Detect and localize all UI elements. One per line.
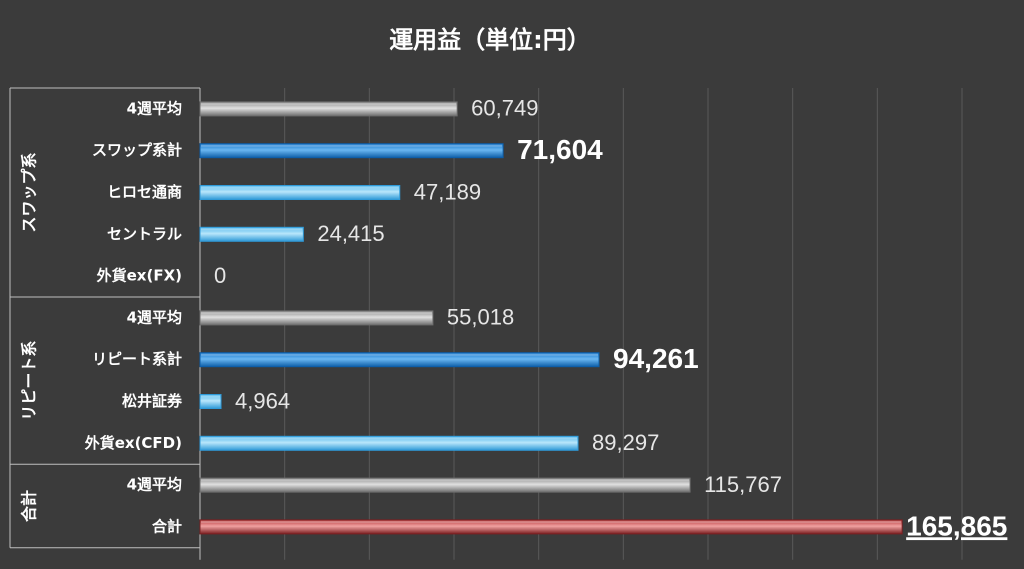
category-label: リピート系計 [92,350,182,368]
bar [199,226,304,242]
group-label: スワップ系 [20,152,39,232]
category-label: 外貨ex(CFD) [84,434,182,452]
grid [199,88,963,560]
bar-highlight [201,437,578,440]
value-label: 165,865 [906,510,1007,541]
value-label: 0 [214,263,226,288]
bar [199,477,691,493]
value-label: 115,767 [704,472,782,497]
value-label: 89,297 [592,430,659,455]
group-label: 合計 [20,490,39,522]
bar [199,101,458,117]
bar [199,352,600,368]
bar [199,185,401,200]
bar-highlight [201,395,221,398]
bar-highlight [201,228,303,231]
bar-highlight [201,311,432,314]
category-label: ヒロセ通商 [107,183,182,201]
bar-highlight [201,186,399,189]
category-label: 4週平均 [127,99,182,117]
chart-title: 運用益（単位:円） [389,26,591,54]
value-label: 24,415 [317,221,384,246]
bar [199,143,504,159]
value-label: 94,261 [613,343,699,374]
category-label: セントラル [107,225,182,243]
bar [199,394,222,409]
bar-highlight [201,353,599,356]
category-label: 4週平均 [127,476,182,494]
category-label: 合計 [151,517,182,535]
labels: スワップ系 4週平均 60,749 スワップ系計 71,604 ヒロセ通商 47,189 セン… [20,96,1008,542]
value-label: 60,749 [471,96,538,121]
category-label: スワップ系計 [92,141,182,159]
bar [199,519,903,535]
bar-highlight [201,479,690,482]
value-label: 4,964 [235,388,290,413]
category-label: 松井証券 [122,392,183,410]
bars [199,101,903,535]
bar [199,310,434,326]
category-label: 4週平均 [127,308,182,326]
value-label: 71,604 [517,134,603,165]
category-axis [9,87,201,560]
bar-highlight [201,144,503,147]
category-label: 外貨ex(FX) [96,267,182,285]
bar-highlight [201,102,457,105]
value-label: 47,189 [414,179,481,204]
bar-highlight [201,520,902,523]
group-label: リピート系 [20,341,39,421]
bar [199,435,579,451]
value-label: 55,018 [447,305,514,330]
